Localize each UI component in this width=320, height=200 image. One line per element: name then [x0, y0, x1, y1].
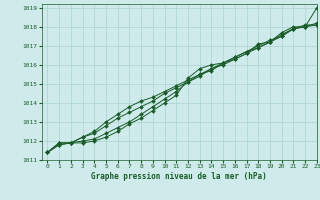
X-axis label: Graphe pression niveau de la mer (hPa): Graphe pression niveau de la mer (hPa): [91, 172, 267, 181]
